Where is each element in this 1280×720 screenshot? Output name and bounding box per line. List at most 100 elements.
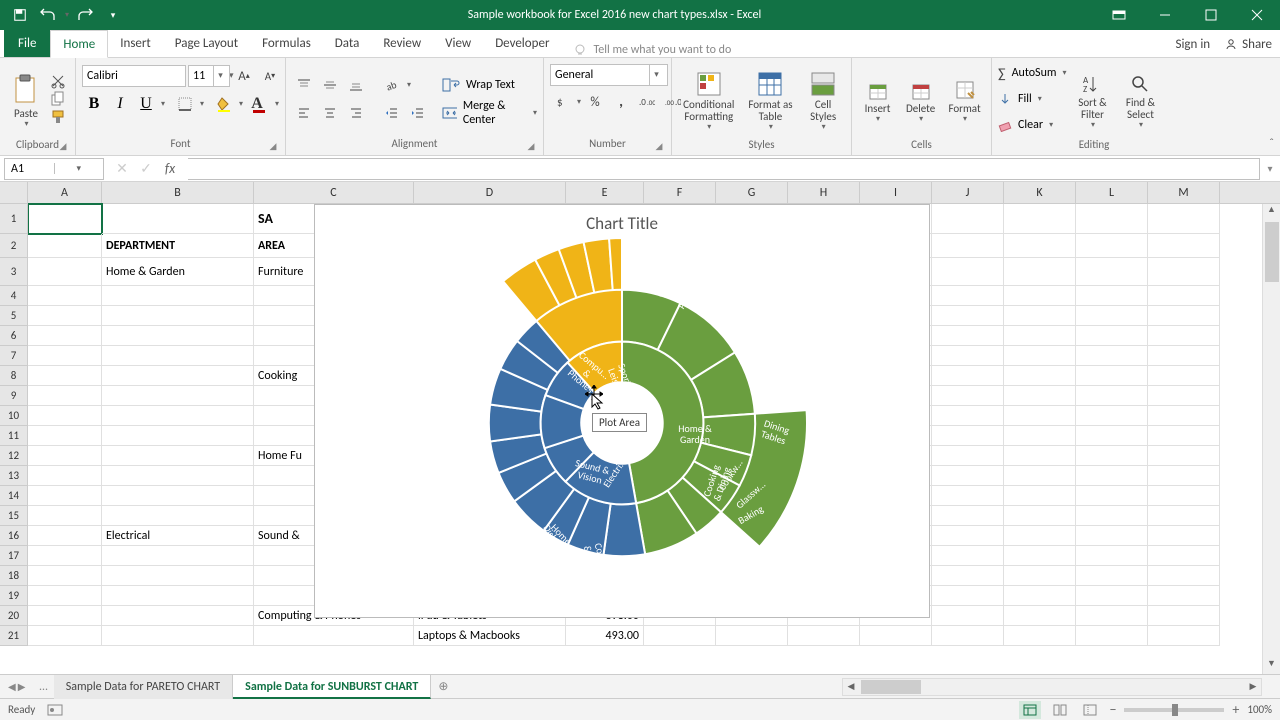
fx-icon[interactable]: fx [160,160,180,177]
cell[interactable] [1004,546,1076,566]
cell[interactable] [1076,406,1148,426]
cell[interactable] [1076,446,1148,466]
cell[interactable] [932,446,1004,466]
cut-icon[interactable] [50,73,66,89]
cell[interactable] [932,546,1004,566]
menu-tab-review[interactable]: Review [371,29,433,57]
cell[interactable] [1004,586,1076,606]
cell[interactable] [28,306,102,326]
cell[interactable] [1004,306,1076,326]
conditional-formatting-button[interactable]: Conditional Formatting▾ [678,60,740,138]
insert-cells-button[interactable]: Insert▾ [858,60,897,138]
row-header[interactable]: 18 [0,566,27,586]
cell[interactable] [1076,546,1148,566]
cell[interactable] [932,258,1004,286]
align-middle-icon[interactable] [318,74,342,96]
align-center-icon[interactable] [318,102,342,124]
cell[interactable]: Electrical [102,526,254,546]
cell[interactable] [932,486,1004,506]
fill-color-icon[interactable] [212,93,236,115]
select-all-corner[interactable] [0,182,28,204]
cell[interactable] [1004,466,1076,486]
cell[interactable] [1148,626,1220,646]
cell[interactable] [932,626,1004,646]
cell[interactable] [932,366,1004,386]
row-header[interactable]: 14 [0,486,27,506]
cell[interactable] [28,366,102,386]
cell[interactable] [102,446,254,466]
row-header[interactable]: 1 [0,204,27,234]
row-header[interactable]: 20 [0,606,27,626]
cell[interactable] [932,346,1004,366]
cell[interactable] [1148,346,1220,366]
cell[interactable] [1148,566,1220,586]
cell[interactable] [1076,586,1148,606]
cell[interactable] [932,586,1004,606]
number-format[interactable]: ▾ [550,64,668,86]
tell-me[interactable]: Tell me what you want to do [573,43,731,57]
cell[interactable] [28,286,102,306]
cell[interactable] [1004,626,1076,646]
cell[interactable] [716,626,788,646]
row-header[interactable]: 19 [0,586,27,606]
cell[interactable] [1004,566,1076,586]
row-header[interactable]: 4 [0,286,27,306]
merge-center-button[interactable]: Merge & Center▾ [442,101,537,125]
sign-in[interactable]: Sign in [1175,37,1210,52]
cell[interactable] [28,426,102,446]
cell[interactable] [102,486,254,506]
menu-tab-data[interactable]: Data [323,29,372,57]
cell[interactable] [1004,234,1076,258]
cell[interactable] [1004,366,1076,386]
format-as-table-button[interactable]: Format as Table▾ [744,60,798,138]
cell[interactable] [1004,526,1076,546]
cell[interactable] [932,306,1004,326]
page-layout-view-icon[interactable] [1049,701,1071,719]
clear-button[interactable]: Clear▾ [998,113,1066,137]
cell[interactable] [1076,386,1148,406]
cell[interactable] [1004,446,1076,466]
zoom-level[interactable]: 100% [1247,703,1272,716]
cell[interactable] [102,286,254,306]
cell[interactable] [1148,386,1220,406]
cell[interactable] [1076,566,1148,586]
menu-tab-insert[interactable]: Insert [108,29,163,57]
cell[interactable] [1148,486,1220,506]
col-header[interactable]: K [1004,182,1076,203]
cell[interactable] [644,626,716,646]
increase-indent-icon[interactable] [406,102,430,124]
cell[interactable] [1148,204,1220,234]
cell[interactable] [1004,606,1076,626]
align-bottom-icon[interactable] [344,74,368,96]
font-name[interactable]: ▾ [82,65,186,87]
col-header[interactable]: E [566,182,644,203]
cell[interactable] [1148,506,1220,526]
cell[interactable] [102,326,254,346]
underline-button[interactable]: U [134,93,158,115]
row-header[interactable]: 12 [0,446,27,466]
row-header[interactable]: 15 [0,506,27,526]
qat-customize-icon[interactable]: ▾ [101,3,125,27]
cell[interactable] [1076,366,1148,386]
menu-tab-developer[interactable]: Developer [483,29,561,57]
italic-button[interactable]: I [108,93,132,115]
macro-record-icon[interactable] [47,704,63,716]
cell[interactable] [1148,406,1220,426]
zoom-slider[interactable] [1124,708,1224,712]
share-button[interactable]: Share [1224,37,1272,52]
cell[interactable] [1076,234,1148,258]
tab-nav[interactable]: ◀▶ [0,680,33,693]
dialog-launcher-icon[interactable]: ◢ [653,141,665,153]
cell[interactable] [1076,506,1148,526]
dialog-launcher-icon[interactable]: ◢ [57,141,69,153]
cell[interactable] [932,566,1004,586]
fill-button[interactable]: Fill▾ [998,87,1066,111]
row-header[interactable]: 13 [0,466,27,486]
cell[interactable] [1004,426,1076,446]
cell[interactable] [932,326,1004,346]
menu-tab-page-layout[interactable]: Page Layout [163,29,250,57]
cell[interactable] [1148,546,1220,566]
cell[interactable] [102,426,254,446]
cell[interactable] [102,346,254,366]
cell[interactable] [1148,234,1220,258]
